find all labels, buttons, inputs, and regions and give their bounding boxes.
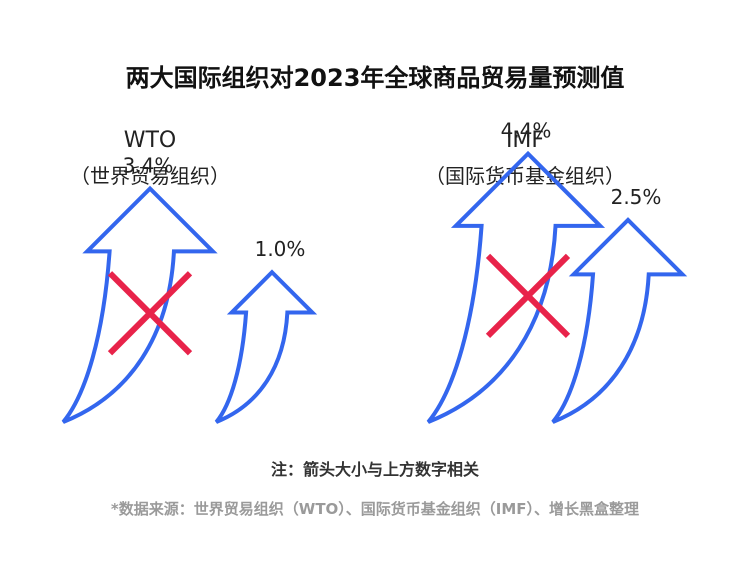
imf-revised-forecast-arrow	[551, 217, 688, 424]
wto-previous-cross-mark	[107, 271, 193, 356]
imf-revised-forecast-label: 2.5%	[611, 185, 662, 209]
imf-previous-forecast-arrow	[426, 150, 606, 424]
imf-previous-forecast-label: 4.4%	[501, 119, 552, 143]
wto-group-name: WTO	[123, 128, 177, 153]
wto-previous-forecast-label: 3.4%	[123, 154, 174, 178]
wto-revised-forecast-arrow	[214, 269, 318, 424]
imf-previous-cross-mark	[485, 253, 571, 338]
data-source: *数据来源：世界贸易组织（WTO）、国际货币基金组织（IMF）、增长黑盒整理	[110, 500, 640, 518]
imf-group-subtitle: （国际货币基金组织）	[425, 164, 625, 188]
chart-note: 注：箭头大小与上方数字相关	[270, 460, 479, 479]
chart-title: 两大国际组织对2023年全球商品贸易量预测值	[125, 64, 625, 92]
imf-group-name: IMF	[505, 128, 545, 153]
wto-revised-forecast-label: 1.0%	[255, 237, 306, 261]
wto-group-subtitle: （世界贸易组织）	[70, 164, 230, 188]
